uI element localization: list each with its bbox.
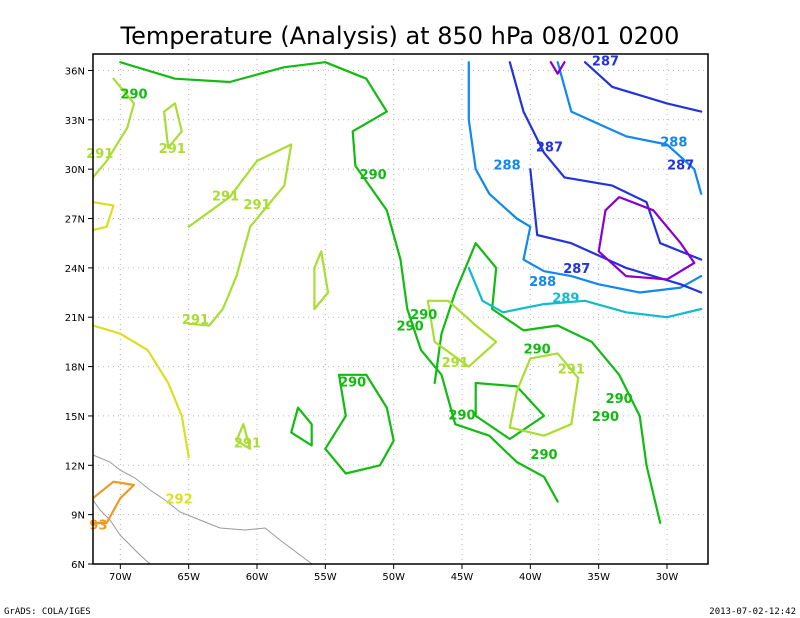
contour-287 [529, 168, 703, 294]
y-tick-label: 15N [65, 412, 85, 423]
y-tick-label: 12N [65, 461, 85, 472]
contour-289 [467, 266, 703, 319]
contour-291 [426, 299, 498, 368]
footer-timestamp: 2013-07-02-12:42 [709, 607, 796, 617]
y-tick-label: 6N [71, 560, 85, 571]
contour-291 [313, 250, 330, 311]
contour-label-290: 290 [339, 376, 366, 391]
x-tick-label: 45W [451, 572, 474, 583]
contour-290 [290, 406, 313, 447]
contour-label-291: 291 [86, 147, 113, 162]
contour-291 [163, 102, 183, 149]
contour-290 [324, 373, 395, 475]
contour-292 [93, 201, 115, 232]
chart-title: Temperature (Analysis) at 850 hPa 08/01 … [120, 22, 680, 50]
x-tick-label: 50W [382, 572, 405, 583]
contour-label-290: 290 [360, 168, 387, 183]
y-tick-label: 18N [65, 363, 85, 374]
contour-label-290: 290 [592, 410, 619, 425]
contour-label-293: 93 [89, 519, 107, 534]
contour-293 [93, 480, 136, 524]
y-tick-label: 21N [65, 313, 85, 324]
contour-291 [508, 352, 580, 437]
contour-label-291: 291 [212, 190, 239, 205]
contour-290 [119, 61, 559, 503]
contour-label-291: 291 [234, 436, 261, 451]
contour-label-290: 290 [410, 308, 437, 323]
contour-label-292: 292 [166, 492, 193, 507]
contour-292 [93, 324, 190, 459]
contour-label-288: 288 [494, 158, 521, 173]
contour-label-291: 291 [442, 356, 469, 371]
contour-287 [508, 61, 703, 261]
contour-label-290: 290 [524, 343, 551, 358]
contour-label-289: 289 [552, 292, 579, 307]
y-tick-label: 33N [65, 116, 85, 127]
x-tick-label: 40W [519, 572, 542, 583]
x-tick-label: 35W [587, 572, 610, 583]
contour-288 [556, 61, 703, 195]
contour-287 [583, 61, 703, 113]
map-area [92, 454, 313, 565]
contour-label-287: 287 [667, 158, 694, 173]
contour-label-290: 290 [448, 408, 475, 423]
contour-label-288: 288 [660, 135, 687, 150]
contour-290 [433, 242, 662, 524]
axes: 70W 65W 60W 55W 50W 45W 40W 35W 30W 36N 33N 30N 27N 2… [65, 53, 709, 583]
contour-291 [187, 143, 293, 327]
y-tick-label: 27N [65, 215, 85, 226]
contour-label-291: 291 [243, 198, 270, 213]
contour-290 [474, 381, 546, 441]
x-tick-label: 65W [177, 572, 200, 583]
contour-label-290: 290 [530, 448, 557, 463]
plot-frame [92, 53, 709, 565]
contour-label-291: 291 [159, 142, 186, 157]
contour-291 [235, 423, 252, 450]
x-tick-label: 30W [656, 572, 679, 583]
contour-label-291: 291 [182, 313, 209, 328]
contour-288 [467, 61, 703, 294]
contour-291 [93, 77, 136, 179]
contour-lines [93, 61, 703, 524]
y-tick-label: 9N [71, 511, 85, 522]
contour-label-287: 287 [536, 140, 563, 155]
coastline [92, 454, 313, 565]
contour-label-290: 290 [396, 320, 423, 335]
contour-label-290: 290 [606, 392, 633, 407]
y-tick-label: 36N [65, 66, 85, 77]
x-tick-label: 70W [109, 572, 132, 583]
contour-286 [597, 196, 696, 281]
x-tick-label: 60W [246, 572, 269, 583]
footer-credit: GrADS: COLA/IGES [4, 607, 91, 617]
x-tick-label: 55W [314, 572, 337, 583]
contour-label-287: 287 [563, 262, 590, 277]
contour-label-290: 290 [120, 88, 147, 103]
contour-label-288: 288 [529, 275, 556, 290]
y-tick-label: 24N [65, 264, 85, 275]
contour-label-287: 287 [592, 55, 619, 70]
y-tick-label: 30N [65, 165, 85, 176]
contour-286 [549, 61, 566, 75]
contour-label-291: 291 [558, 362, 585, 377]
